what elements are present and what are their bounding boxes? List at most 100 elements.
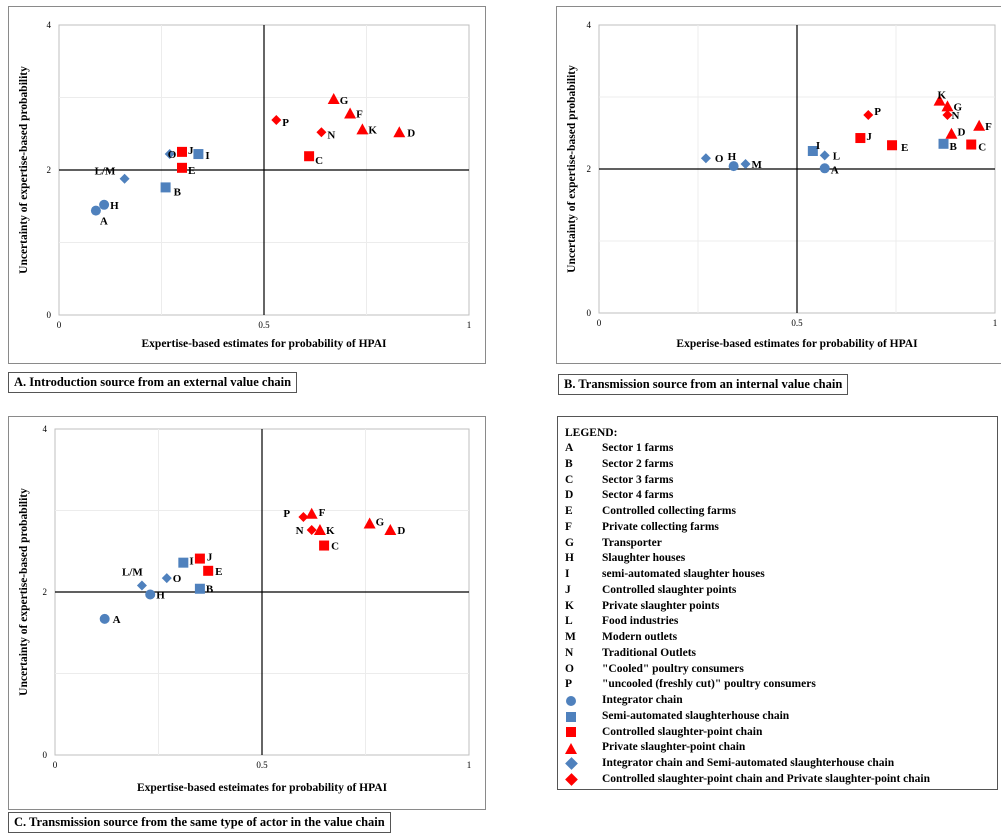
- legend-text: Private slaughter points: [602, 599, 720, 612]
- legend-symbol-item: Semi-automated slaughterhouse chain: [565, 709, 997, 725]
- point-label: K: [326, 525, 335, 537]
- point-label: E: [188, 165, 195, 177]
- point-label: K: [938, 90, 947, 102]
- point-label: F: [985, 121, 992, 133]
- point-label: C: [315, 155, 323, 167]
- x-axis-label: Expertise-based esteimates for probabili…: [137, 782, 388, 794]
- point-label: J: [866, 131, 872, 143]
- point-label: N: [296, 525, 304, 537]
- y-axis-label: Uncertainty of expertise-based probabili…: [566, 65, 578, 273]
- legend-title: LEGEND:: [565, 427, 618, 439]
- legend-key: L: [565, 615, 573, 628]
- legend-item: H Slaughter houses: [565, 551, 997, 567]
- x-tick-label: 0.5: [258, 320, 270, 330]
- data-point-o: [700, 153, 711, 164]
- legend-text: Integrator chain: [602, 694, 683, 706]
- data-point-g: [327, 92, 340, 104]
- y-tick-label: 4: [47, 20, 52, 30]
- x-axis-label: Experise-based estimates for probability…: [676, 338, 918, 350]
- chart-a-caption: A. Introduction source from an external …: [8, 372, 298, 393]
- chart-c-caption: C. Transmission source from the same typ…: [8, 812, 391, 833]
- y-tick-label: 0: [587, 308, 592, 318]
- y-tick-label: 4: [43, 424, 48, 434]
- y-axis-label: Uncertainty of expertise-based probabili…: [18, 66, 30, 274]
- data-point-f: [973, 119, 986, 131]
- legend-key: A: [565, 442, 574, 454]
- y-axis-label: Uncertainty of expertise-based probabili…: [18, 488, 30, 696]
- legend-key: C: [565, 473, 574, 486]
- point-label: D: [957, 127, 965, 139]
- legend-item: J Controlled slaughter points: [565, 583, 997, 599]
- point-label: H: [156, 589, 165, 601]
- data-point-j: [177, 146, 187, 157]
- point-label: M: [752, 159, 763, 171]
- x-tick-label: 0.5: [791, 318, 803, 328]
- legend-symbol-item: Controlled slaughter-point chain: [565, 725, 997, 741]
- legend-key: J: [565, 583, 571, 596]
- y-tick-label: 2: [43, 587, 48, 597]
- data-point-k: [356, 123, 369, 135]
- x-tick-label: 1: [467, 320, 472, 330]
- point-label: P: [282, 117, 289, 129]
- legend-item: P "uncooled (freshly cut)" poultry consum…: [565, 677, 997, 693]
- legend-key: I: [565, 568, 570, 580]
- point-label: H: [110, 200, 119, 212]
- data-point-g: [941, 100, 954, 112]
- point-label: B: [950, 141, 958, 153]
- point-label: D: [397, 525, 405, 537]
- point-label: C: [331, 541, 339, 553]
- point-label: G: [376, 517, 385, 529]
- data-point-l-m: [119, 173, 130, 184]
- data-point-n: [306, 525, 317, 536]
- legend-key: K: [565, 599, 574, 612]
- legend-text: Controlled slaughter-point chain and Pri…: [602, 772, 930, 785]
- red-square-icon: [566, 727, 576, 738]
- y-tick-label: 0: [43, 750, 48, 760]
- legend-key: B: [565, 457, 573, 470]
- legend-text: "Cooled" poultry consumers: [602, 662, 744, 675]
- data-point-i: [178, 557, 189, 568]
- y-tick-label: 2: [47, 165, 52, 175]
- chart-panel-b: 0 0.5 1 0 2 4 Experise-based estimates for pro…: [556, 6, 1001, 364]
- x-tick-label: 0: [53, 760, 58, 770]
- data-point-f: [305, 507, 318, 519]
- data-point-c: [966, 139, 977, 150]
- chart-panel-a: 0 0.5 1 0 2 4 Expertise-based estimates for pr…: [8, 6, 486, 364]
- point-label: I: [816, 140, 820, 152]
- point-label: G: [953, 101, 962, 113]
- blue-square-icon: [566, 711, 576, 722]
- legend-key: N: [565, 646, 574, 659]
- x-tick-label: 0: [57, 320, 62, 330]
- legend-text: Sector 2 farms: [602, 457, 674, 470]
- legend-key: M: [565, 631, 576, 643]
- legend-key: O: [565, 662, 574, 675]
- point-label: B: [174, 186, 182, 198]
- point-label: P: [283, 508, 290, 520]
- point-label: G: [340, 95, 349, 107]
- data-point-o: [161, 573, 172, 584]
- x-tick-label: 1: [467, 760, 472, 770]
- legend-item: O "Cooled" poultry consumers: [565, 662, 997, 678]
- legend-rows: A Sector 1 farms B Sector 2 farms C Sector 3 …: [565, 441, 997, 788]
- legend-text: Private collecting farms: [602, 520, 719, 533]
- data-point-o: [164, 149, 175, 160]
- data-point-b: [160, 182, 171, 193]
- x-tick-label: 1: [993, 318, 998, 328]
- y-tick-label: 0: [47, 310, 52, 320]
- data-point-m: [740, 158, 751, 169]
- legend-text: semi-automated slaughter houses: [602, 568, 765, 580]
- legend-item: L Food industries: [565, 614, 997, 630]
- point-label: O: [173, 573, 182, 585]
- data-point-j: [855, 133, 866, 144]
- data-point-l: [819, 150, 830, 161]
- data-point-e: [177, 162, 187, 173]
- data-point-p: [271, 114, 282, 125]
- data-point-k: [313, 524, 326, 536]
- legend-text: Controlled collecting farms: [602, 505, 736, 517]
- data-point-p: [863, 110, 874, 120]
- legend-symbol-item: Private slaughter-point chain: [565, 740, 997, 756]
- data-point-j: [194, 553, 205, 564]
- point-label: J: [207, 552, 213, 564]
- data-point-c: [304, 151, 315, 162]
